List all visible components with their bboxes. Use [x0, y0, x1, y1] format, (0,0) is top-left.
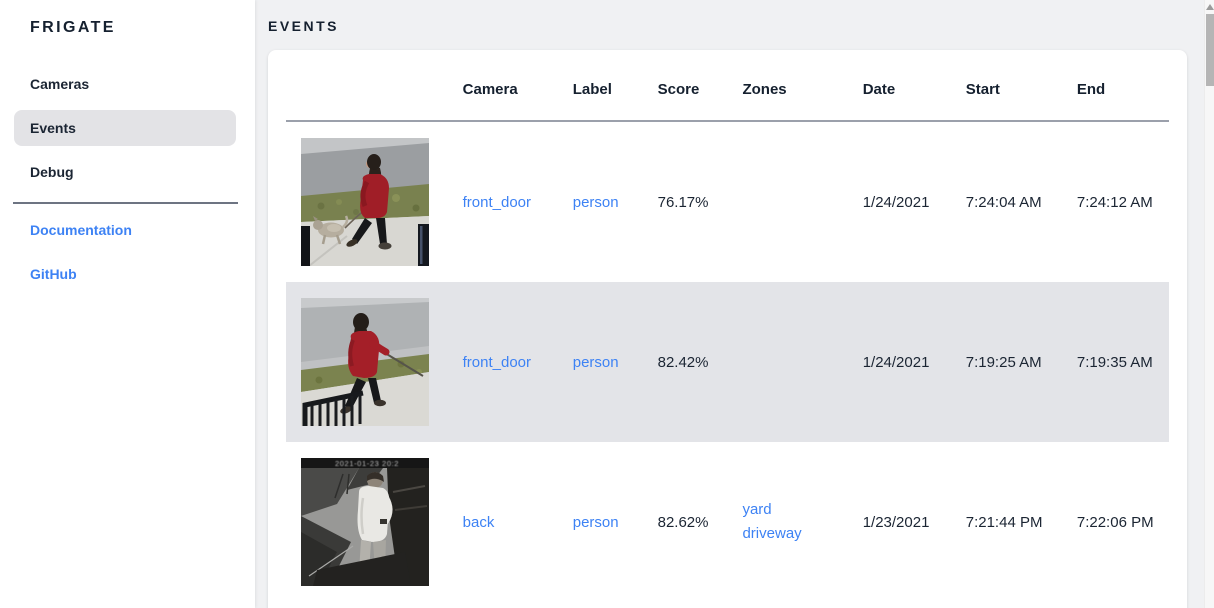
end-time-value: 7:19:35 AM	[1061, 282, 1169, 442]
end-time-value: 7:24:12 AM	[1076, 193, 1153, 211]
zone-link[interactable]: yard	[742, 501, 772, 518]
camera-link[interactable]: back	[462, 513, 495, 531]
event-thumbnail[interactable]	[301, 298, 429, 426]
event-thumbnail[interactable]: 2021-01-23 20:2	[301, 458, 429, 586]
zones-cell: yard driveway	[727, 442, 847, 602]
column-header-thumbnail	[286, 50, 448, 122]
label-link[interactable]: person	[572, 513, 619, 531]
sidebar-item-cameras[interactable]: Cameras	[30, 76, 90, 92]
app-logo[interactable]: FRIGATE	[30, 19, 116, 36]
date-value: 1/24/2021	[862, 193, 930, 211]
sidebar-link-github[interactable]: GitHub	[30, 266, 77, 282]
start-time-value: 7:19:25 AM	[950, 282, 1062, 442]
column-header-end: End	[1061, 50, 1169, 122]
camera-link[interactable]: front_door	[462, 353, 532, 371]
page-title: EVENTS	[268, 18, 340, 34]
date-value: 1/24/2021	[847, 282, 951, 442]
vertical-scrollbar[interactable]	[1204, 0, 1214, 608]
column-header-date: Date	[847, 50, 951, 122]
score-value: 82.42%	[642, 282, 728, 442]
scrollbar-thumb[interactable]	[1206, 14, 1214, 86]
column-header-score: Score	[642, 50, 728, 122]
sidebar-nav: Cameras Events Debug	[0, 66, 255, 190]
sidebar-link-documentation[interactable]: Documentation	[30, 222, 132, 238]
thumbnail-timestamp-overlay: 2021-01-23 20:2	[335, 459, 399, 468]
camera-link[interactable]: front_door	[462, 193, 532, 211]
event-thumbnail[interactable]	[301, 138, 429, 266]
zones-cell	[727, 121, 847, 282]
zones-cell	[727, 282, 848, 442]
sidebar: FRIGATE Cameras Events Debug Documentati…	[0, 0, 255, 608]
table-row-selected[interactable]: front_door person 82.42% 1/24/2021 7:19:…	[286, 282, 1169, 442]
score-value: 82.62%	[657, 513, 709, 531]
table-row[interactable]: front_door person 76.17% 1/24/2021 7:24:…	[286, 121, 1169, 282]
sidebar-item-events[interactable]: Events	[14, 110, 236, 146]
score-value: 76.17%	[657, 193, 709, 211]
scroll-up-arrow-icon[interactable]	[1206, 2, 1214, 12]
label-link[interactable]: person	[572, 353, 619, 371]
start-time-value: 7:24:04 AM	[965, 193, 1042, 211]
events-table: Camera Label Score Zones Date Start End	[286, 50, 1169, 602]
events-card: Camera Label Score Zones Date Start End	[268, 50, 1187, 608]
table-row[interactable]: 2021-01-23 20:2 back person 82.62% yard …	[286, 442, 1169, 602]
column-header-camera: Camera	[447, 50, 558, 122]
column-header-label: Label	[557, 50, 643, 122]
sidebar-divider	[13, 202, 238, 204]
table-header-row: Camera Label Score Zones Date Start End	[286, 50, 1169, 122]
label-link[interactable]: person	[572, 193, 619, 211]
date-value: 1/23/2021	[862, 513, 930, 531]
column-header-zones: Zones	[727, 50, 848, 122]
column-header-start: Start	[950, 50, 1062, 122]
sidebar-item-debug[interactable]: Debug	[30, 164, 74, 180]
zone-link[interactable]: driveway	[742, 525, 802, 542]
main-content: EVENTS Camera Label Score Zones Date Sta…	[255, 0, 1204, 608]
start-time-value: 7:21:44 PM	[965, 513, 1043, 531]
end-time-value: 7:22:06 PM	[1076, 513, 1154, 531]
